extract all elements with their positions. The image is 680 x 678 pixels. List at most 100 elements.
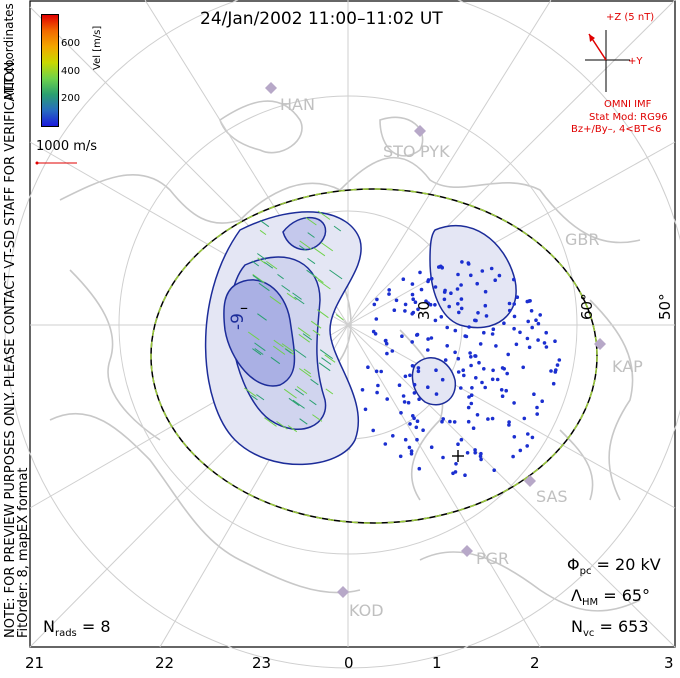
mlt-tick-0: 0 bbox=[344, 654, 354, 672]
vector-dot bbox=[456, 442, 460, 447]
fit-order-note: FitOrder: 8, mapEX format bbox=[16, 467, 31, 638]
vector-arrow bbox=[297, 327, 311, 337]
imf-y-label: +Y bbox=[628, 56, 643, 67]
mlt-tick-2: 2 bbox=[530, 654, 540, 672]
vector-dot bbox=[489, 266, 494, 271]
vector-dot bbox=[474, 376, 478, 380]
vector-arrow bbox=[303, 368, 311, 375]
mlt-tick-22: 22 bbox=[155, 654, 175, 672]
n-rads-value: = 8 bbox=[76, 617, 111, 636]
vector-dot bbox=[504, 388, 509, 393]
vector-dot bbox=[490, 377, 495, 382]
vector-arrow bbox=[257, 313, 267, 321]
station-label-kod: KOD bbox=[349, 601, 384, 620]
vector-dot bbox=[406, 400, 411, 405]
stat-model-label: Stat Mod: RG96 bbox=[589, 112, 668, 123]
vector-dot bbox=[402, 400, 407, 404]
vector-arrow bbox=[251, 260, 260, 267]
vector-dot bbox=[448, 419, 452, 424]
vector-arrow bbox=[293, 348, 307, 358]
vector-dot bbox=[371, 428, 376, 433]
vector-dot bbox=[491, 368, 495, 373]
vector-arrow bbox=[292, 399, 305, 409]
mlt-tick-23: 23 bbox=[252, 654, 272, 672]
vector-dot bbox=[372, 302, 377, 307]
colorbar-tick-600: 600 bbox=[61, 38, 81, 49]
vector-dot bbox=[434, 392, 439, 396]
vector-dot bbox=[440, 377, 445, 382]
vector-arrow bbox=[299, 418, 308, 425]
n-rads-sub: rads bbox=[54, 628, 77, 640]
hmb-latitude: ΛHM = 65° bbox=[571, 586, 650, 608]
vector-dot bbox=[525, 444, 529, 448]
vector-dot bbox=[459, 283, 463, 287]
vector-dot bbox=[473, 450, 478, 455]
vector-dot bbox=[506, 352, 511, 357]
vector-dot bbox=[408, 373, 412, 378]
vector-arrow bbox=[299, 240, 313, 250]
colorbar-tick-200: 200 bbox=[61, 93, 81, 104]
hmb-boundary-dash bbox=[150, 188, 598, 524]
vector-dot bbox=[456, 302, 460, 306]
vector-arrow bbox=[335, 314, 344, 321]
vector-arrow bbox=[244, 387, 257, 397]
vector-arrow bbox=[266, 260, 278, 270]
station-label-pyk: PYK bbox=[420, 142, 450, 161]
vector-dot bbox=[394, 298, 399, 303]
vector-arrow bbox=[312, 329, 321, 336]
vector-arrow bbox=[321, 357, 332, 365]
lambda-hm-sub: HM bbox=[581, 597, 599, 609]
vector-dot bbox=[417, 466, 422, 471]
vector-dot bbox=[459, 437, 464, 442]
vector-dot bbox=[542, 341, 547, 345]
vector-arrow bbox=[286, 292, 297, 301]
station-marker-kap bbox=[594, 338, 606, 350]
vector-dot bbox=[401, 394, 406, 398]
vector-dot bbox=[455, 287, 460, 291]
station-marker-han bbox=[265, 82, 277, 94]
vector-dot bbox=[419, 287, 424, 292]
vector-dot bbox=[535, 405, 539, 410]
vector-dot bbox=[384, 338, 388, 343]
vector-dot bbox=[527, 345, 532, 350]
imf-vector-head bbox=[589, 34, 595, 42]
vector-arrow bbox=[313, 274, 324, 284]
vector-dot bbox=[433, 303, 437, 307]
vector-dot bbox=[551, 381, 556, 386]
vector-dot bbox=[544, 345, 549, 349]
lambda-hm-value: = 65° bbox=[598, 586, 651, 605]
vector-dot bbox=[469, 363, 473, 368]
vector-dot bbox=[414, 425, 419, 430]
vector-dot bbox=[512, 326, 516, 331]
vector-dot bbox=[385, 397, 390, 401]
vector-arrow bbox=[247, 331, 260, 341]
mlt-tick-3: 3 bbox=[664, 654, 674, 672]
vector-arrow bbox=[317, 279, 331, 290]
vector-dot bbox=[413, 300, 418, 305]
vector-arrow bbox=[254, 348, 264, 355]
vector-arrow bbox=[254, 342, 266, 352]
vector-dot bbox=[495, 377, 500, 382]
vector-arrow bbox=[329, 269, 343, 280]
station-label-han: HAN bbox=[280, 95, 315, 114]
vector-dot bbox=[473, 354, 477, 358]
lambda-hm-symbol: Λ bbox=[571, 586, 582, 605]
vector-dot bbox=[469, 273, 473, 278]
vector-dot bbox=[530, 435, 535, 440]
vector-dot bbox=[540, 399, 544, 404]
vector-arrow bbox=[324, 354, 336, 363]
vector-dot bbox=[525, 299, 530, 304]
vector-dot bbox=[439, 315, 444, 319]
vector-dot bbox=[553, 339, 557, 344]
vector-dot bbox=[363, 407, 368, 412]
potential-min-mark: – bbox=[240, 298, 248, 317]
vector-arrow bbox=[310, 378, 319, 386]
vector-dot bbox=[522, 416, 527, 421]
vector-dot bbox=[512, 302, 516, 306]
vector-dot bbox=[500, 366, 505, 370]
vector-dot bbox=[459, 386, 463, 390]
mlt-tick-21: 21 bbox=[25, 654, 45, 672]
vector-dot bbox=[456, 272, 460, 277]
vector-dot bbox=[484, 314, 489, 318]
